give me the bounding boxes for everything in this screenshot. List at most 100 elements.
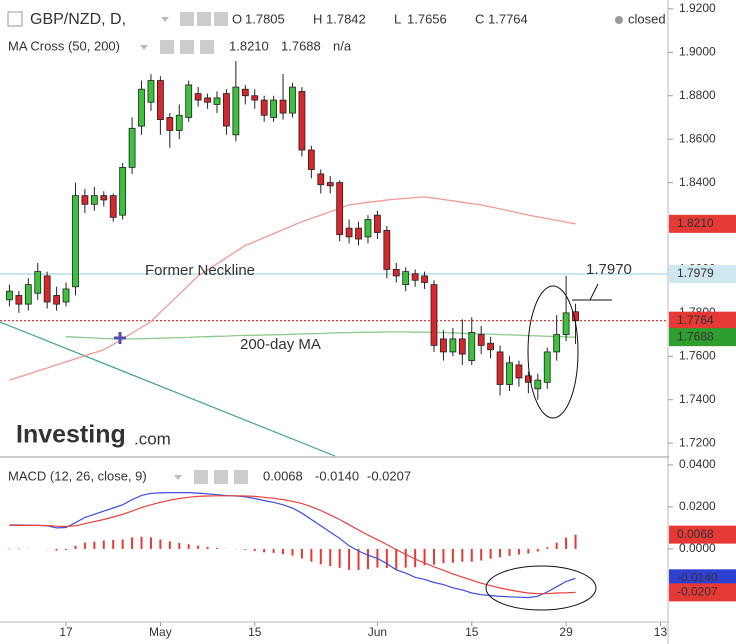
settings-icon[interactable] xyxy=(197,12,211,26)
histogram-bar xyxy=(102,540,105,549)
candle-body xyxy=(411,273,419,281)
highlight-ellipse xyxy=(527,285,579,419)
price-tag xyxy=(669,569,736,588)
eye-icon[interactable] xyxy=(180,12,194,26)
legend-key: H xyxy=(313,11,322,26)
candle-body xyxy=(185,84,193,118)
x-tick-label: Jun xyxy=(368,625,387,639)
histogram-bar xyxy=(244,548,247,550)
histogram-bar xyxy=(168,541,171,549)
symbol-title: GBP/NZD, D, xyxy=(30,11,126,28)
price-tag-label: -0.0207 xyxy=(677,585,718,599)
legend-value: 0.0068 xyxy=(263,468,303,483)
histogram-bar xyxy=(348,548,351,570)
histogram-bar xyxy=(499,548,502,558)
histogram-bar xyxy=(263,548,266,553)
candle-body xyxy=(289,86,296,114)
legend-value: 1.7842 xyxy=(326,11,366,26)
histogram-bar xyxy=(574,534,577,549)
price-tag-label: -0.0140 xyxy=(677,570,718,584)
dropdown[interactable] xyxy=(174,475,182,480)
x-tick-label: 13 xyxy=(654,625,668,639)
candle-body xyxy=(458,338,466,355)
dropdown[interactable] xyxy=(161,17,169,22)
legend-value: -0.0207 xyxy=(367,468,411,483)
candle-body xyxy=(562,312,570,335)
candle-body xyxy=(543,351,551,383)
histogram-bar xyxy=(159,539,162,549)
legend-value: 1.7805 xyxy=(245,11,285,26)
candle-body xyxy=(100,195,108,201)
candle-body xyxy=(24,284,32,305)
y-tick-label: 0.0000 xyxy=(679,541,716,555)
price-tag xyxy=(669,328,736,347)
y-tick-label: 1.7600 xyxy=(679,348,716,362)
eye-icon[interactable] xyxy=(160,40,174,54)
overlay-title: MA Cross (50, 200) xyxy=(8,38,120,53)
candle-body xyxy=(515,364,523,379)
annotation: Former Neckline xyxy=(145,262,255,279)
dropdown[interactable] xyxy=(140,45,148,50)
settings-icon[interactable] xyxy=(180,40,194,54)
histogram-bar xyxy=(423,548,426,566)
candle-body xyxy=(440,338,447,353)
settings-icon[interactable] xyxy=(214,470,228,484)
eye-icon[interactable] xyxy=(194,470,208,484)
price-layer xyxy=(0,61,668,400)
histogram-bar xyxy=(253,548,256,552)
candle-body xyxy=(251,95,259,101)
histogram-bar xyxy=(310,548,313,562)
histogram-bar xyxy=(527,548,530,554)
close-icon[interactable] xyxy=(214,12,228,26)
histogram-bar xyxy=(536,548,539,552)
candle-body xyxy=(402,271,410,286)
candle-body xyxy=(383,229,391,270)
y-tick-label: 0.0400 xyxy=(679,457,716,471)
candle-body xyxy=(109,195,117,218)
close-icon[interactable] xyxy=(234,470,248,484)
histogram-bar xyxy=(93,541,96,549)
macd-line xyxy=(9,492,576,599)
histogram-bar xyxy=(300,548,303,559)
candle-body xyxy=(6,290,13,301)
moving-average xyxy=(65,331,576,340)
x-tick-label: 29 xyxy=(559,625,573,639)
y-tick-label: 1.7200 xyxy=(679,435,716,449)
logo: Investing xyxy=(16,421,126,449)
price-tag-label: 1.7979 xyxy=(677,266,714,280)
histogram-bar xyxy=(329,548,332,567)
histogram-bar xyxy=(319,548,322,565)
candle-body xyxy=(175,114,183,131)
histogram-bar xyxy=(197,545,200,549)
histogram-bar xyxy=(187,544,190,549)
y-tick-label: 1.7400 xyxy=(679,392,716,406)
candle-body xyxy=(62,288,70,303)
price-tag xyxy=(669,311,736,330)
x-tick-label: May xyxy=(149,625,172,639)
histogram-bar xyxy=(216,547,219,549)
close-icon[interactable] xyxy=(200,40,214,54)
candle-body xyxy=(128,127,136,168)
candle-body xyxy=(15,295,23,305)
candle-body xyxy=(468,331,476,362)
symbol-icon[interactable] xyxy=(7,11,23,27)
histogram-bar xyxy=(272,548,275,553)
x-tick-label: 17 xyxy=(59,625,73,639)
candle-body xyxy=(53,295,61,305)
ohlc-legend: O 1.7805 H 1.7842 L 1.7656 C 1.7764 xyxy=(232,11,528,26)
histogram-bar xyxy=(470,548,473,562)
highlight-ellipse xyxy=(485,565,597,611)
y-tick-label: 1.9200 xyxy=(679,1,716,15)
candle-body xyxy=(355,227,362,240)
legend-value: 1.8210 xyxy=(229,38,269,53)
histogram-bar xyxy=(546,547,549,549)
candle-body xyxy=(270,99,278,118)
histogram-bar xyxy=(480,548,483,561)
y-tick-label: 1.8400 xyxy=(679,175,716,189)
trend-line xyxy=(0,321,336,457)
price-tag-label: 0.0068 xyxy=(677,527,714,541)
y-tick-label: 1.9000 xyxy=(679,44,716,58)
histogram-bar xyxy=(461,548,464,562)
candle-body xyxy=(345,227,353,238)
candle-body xyxy=(326,182,334,187)
